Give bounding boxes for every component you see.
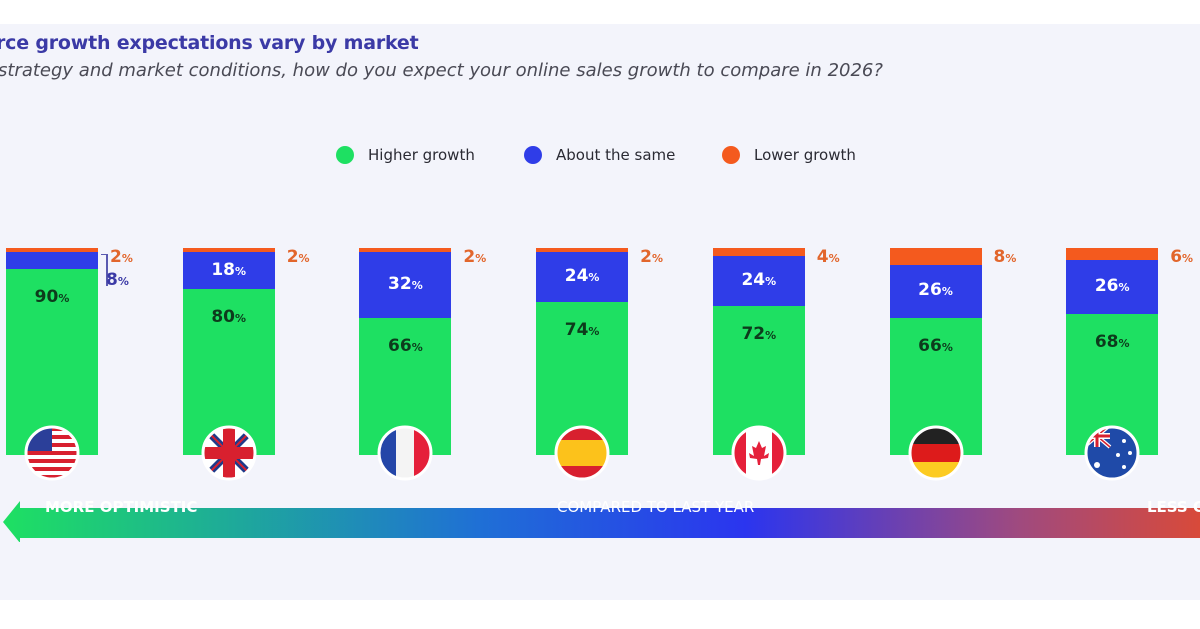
uk-flag-icon xyxy=(201,425,257,481)
data-label-lower-growth: 2% xyxy=(110,247,133,267)
data-label-higher-growth: 72% xyxy=(741,323,777,344)
bar-segment-about-the-same xyxy=(1066,260,1159,315)
legend-label: Lower growth xyxy=(754,146,856,164)
canada-flag-icon xyxy=(731,425,787,481)
bar-segment-lower-growth xyxy=(1066,248,1159,261)
data-label-lower-growth: 8% xyxy=(993,247,1017,267)
legend-label: Higher growth xyxy=(368,146,475,164)
data-label-lower-growth: 6% xyxy=(1170,247,1194,267)
us-flag-icon xyxy=(24,425,80,481)
data-label-lower-growth: 2% xyxy=(463,247,487,267)
stacked-bar-united-states xyxy=(6,248,98,455)
data-label-higher-growth: 74% xyxy=(564,319,600,340)
data-label-lower-growth: 4% xyxy=(816,247,840,267)
label-bracket-line xyxy=(101,254,108,286)
bar-segment-lower-growth xyxy=(889,248,982,265)
legend-label: About the same xyxy=(556,146,676,164)
data-label-lower-growth: 2% xyxy=(640,247,663,267)
data-label-higher-growth: 80% xyxy=(211,307,247,328)
scale-center-label: COMPARED TO LAST YEAR xyxy=(557,498,755,516)
data-label-about-the-same: 32% xyxy=(388,274,423,295)
data-label-lower-growth: 2% xyxy=(286,247,310,267)
legend-higher-growth: Higher growth xyxy=(336,146,475,164)
data-label-about-the-same: 18% xyxy=(211,259,247,280)
bar-segment-lower-growth xyxy=(536,248,629,253)
bar-segment-about-the-same xyxy=(182,252,275,290)
legend-about-the-same: About the same xyxy=(524,146,675,164)
bar-segment-higher-growth xyxy=(6,268,98,455)
scale-left-label: MORE OPTIMISTIC xyxy=(45,498,198,516)
bar-segment-about-the-same xyxy=(6,252,98,269)
chart-subtitle: strategy and market conditions, how do y… xyxy=(0,60,883,81)
bar-segment-lower-growth xyxy=(6,248,98,253)
data-label-about-the-same: 24% xyxy=(741,270,777,291)
legend-dot-icon xyxy=(336,146,354,164)
data-label-about-the-same: 8% xyxy=(106,270,129,290)
chart-title: rce growth expectations vary by market xyxy=(0,32,419,54)
bar-segment-lower-growth xyxy=(182,248,275,253)
data-label-higher-growth: 66% xyxy=(388,336,423,357)
data-label-about-the-same: 26% xyxy=(918,280,953,301)
bar-segment-lower-growth xyxy=(359,248,452,253)
legend-dot-icon xyxy=(722,146,740,164)
data-label-higher-growth: 90% xyxy=(34,286,70,307)
scale-right-label: LESS O xyxy=(1147,498,1200,516)
bar-segment-lower-growth xyxy=(712,248,805,257)
legend-dot-icon xyxy=(524,146,542,164)
data-label-about-the-same: 24% xyxy=(564,265,600,286)
optimism-scale-arrow xyxy=(3,501,1200,542)
legend-lower-growth: Lower growth xyxy=(722,146,856,164)
data-label-higher-growth: 68% xyxy=(1094,332,1130,353)
spain-flag-icon xyxy=(554,425,610,481)
bar-segment-about-the-same xyxy=(536,252,629,302)
australia-flag-icon xyxy=(1084,425,1140,481)
stacked-bar-australia xyxy=(1066,248,1159,455)
bar-segment-about-the-same xyxy=(359,252,452,319)
bar-segment-about-the-same xyxy=(889,264,982,319)
germany-flag-icon xyxy=(908,425,964,481)
bar-segment-about-the-same xyxy=(712,256,805,306)
stacked-bar-france xyxy=(359,248,452,455)
data-label-higher-growth: 66% xyxy=(918,336,953,357)
france-flag-icon xyxy=(377,425,433,481)
data-label-about-the-same: 26% xyxy=(1094,276,1130,297)
